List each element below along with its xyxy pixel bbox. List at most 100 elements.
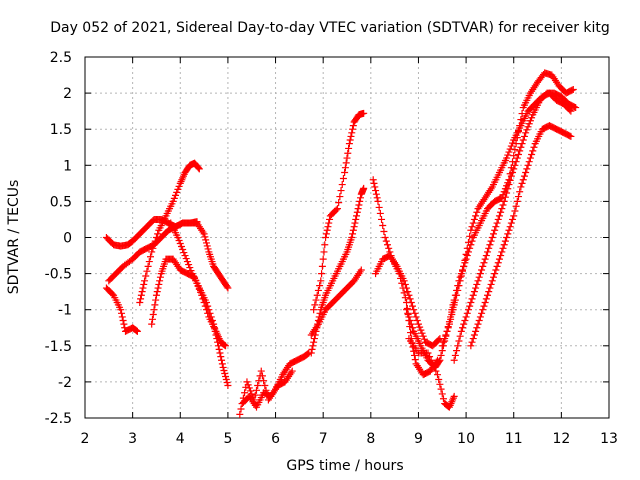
data-point (179, 246, 187, 254)
data-point (566, 132, 574, 140)
data-point (489, 230, 497, 238)
data-point (174, 234, 182, 241)
data-point (495, 255, 503, 263)
data-point (473, 324, 481, 332)
data-point (144, 262, 152, 270)
data-point (320, 248, 328, 256)
data-point (342, 159, 350, 167)
data-point (404, 309, 412, 317)
data-point (219, 363, 227, 371)
data-point (220, 366, 228, 374)
data-point (523, 165, 531, 173)
data-point (417, 326, 425, 334)
data-point (202, 236, 210, 244)
data-point (140, 280, 148, 288)
data-point (154, 230, 162, 238)
data-point (468, 338, 476, 346)
data-point (221, 341, 229, 349)
data-point (480, 259, 488, 267)
data-point (517, 183, 525, 191)
data-point (119, 317, 127, 325)
data-point (217, 353, 225, 361)
data-point (472, 327, 480, 335)
data-point (151, 301, 159, 309)
data-point (498, 205, 506, 213)
data-point (324, 223, 332, 231)
data-point (474, 320, 482, 328)
data-point (206, 309, 214, 317)
data-point (510, 212, 518, 220)
data-point (251, 391, 259, 399)
data-point (476, 313, 484, 321)
data-point (138, 288, 146, 296)
series-track-3 (105, 219, 201, 285)
data-point (407, 329, 415, 337)
data-point (510, 152, 518, 160)
data-point (501, 185, 509, 193)
data-point (494, 215, 502, 223)
data-point (317, 277, 325, 285)
data-point (437, 385, 445, 393)
data-point (457, 272, 465, 280)
data-point (202, 239, 210, 247)
data-point (484, 248, 492, 256)
data-point (436, 356, 444, 364)
data-point (500, 188, 508, 196)
data-point (353, 212, 361, 220)
data-point (307, 349, 315, 357)
data-point (405, 313, 413, 321)
data-point (224, 284, 232, 292)
x-tick-label: 5 (223, 431, 232, 447)
data-point (155, 280, 163, 288)
data-point (149, 311, 157, 319)
data-point (310, 335, 318, 343)
data-point (435, 336, 443, 344)
data-point (137, 291, 145, 299)
data-point (467, 342, 475, 350)
data-point (247, 387, 255, 395)
data-point (212, 331, 220, 339)
data-point (108, 290, 116, 298)
data-point (434, 371, 442, 379)
data-point (485, 244, 493, 252)
data-point (468, 295, 476, 303)
data-point (459, 324, 467, 332)
data-point (524, 161, 532, 169)
data-point (493, 219, 501, 227)
data-point (345, 140, 353, 148)
data-point (244, 381, 252, 389)
data-point (210, 324, 218, 332)
data-point (333, 205, 341, 213)
data-point (139, 284, 147, 292)
data-point (523, 126, 531, 134)
x-tick-label: 12 (552, 431, 570, 447)
data-point (572, 104, 580, 112)
x-tick-label: 6 (271, 431, 280, 447)
x-tick-label: 9 (414, 431, 423, 447)
data-point (464, 306, 472, 314)
data-point (142, 272, 150, 280)
x-tick-label: 3 (128, 431, 137, 447)
data-point (349, 122, 357, 130)
series-track-11 (310, 109, 368, 314)
data-point (500, 241, 508, 249)
data-point (513, 197, 521, 205)
data-point (516, 147, 524, 155)
data-point (468, 223, 476, 231)
data-point (514, 193, 522, 201)
data-point (148, 315, 156, 323)
data-point (530, 143, 538, 151)
data-point (172, 191, 180, 199)
data-point (492, 223, 500, 231)
data-point (148, 320, 156, 328)
data-point (413, 317, 421, 325)
data-point (120, 320, 128, 328)
data-point (174, 185, 182, 193)
data-point (211, 327, 219, 335)
data-point (326, 215, 334, 223)
data-point (316, 282, 324, 290)
x-tick-label: 10 (457, 431, 475, 447)
data-point (341, 164, 349, 172)
data-point (442, 331, 450, 339)
data-point (176, 240, 184, 248)
